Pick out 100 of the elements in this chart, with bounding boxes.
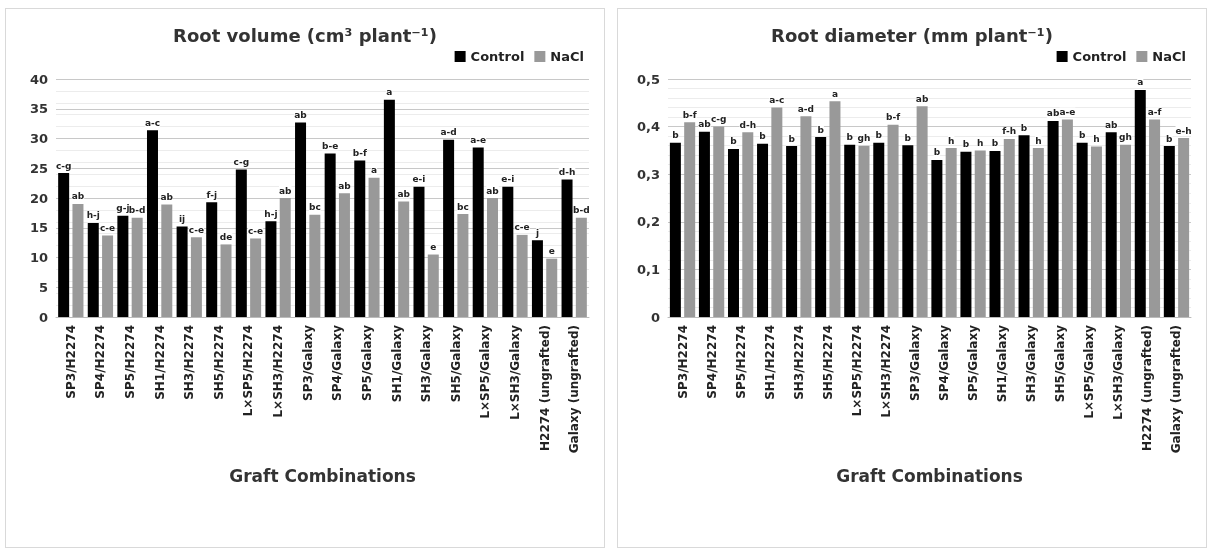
x-tick-label: SH3/H2274 bbox=[182, 325, 197, 400]
legend-label: NaCl bbox=[1152, 49, 1187, 64]
y-tick-label: 30 bbox=[29, 131, 48, 146]
legend-label: Control bbox=[470, 49, 525, 64]
bar bbox=[472, 147, 484, 317]
bar bbox=[1047, 120, 1059, 317]
data-label: h bbox=[947, 135, 955, 146]
bar bbox=[443, 139, 455, 317]
x-tick-label: SP3/Galaxy bbox=[907, 324, 922, 401]
legend-label: NaCl bbox=[550, 49, 585, 64]
bar bbox=[398, 201, 410, 317]
x-tick-label: H2274 (ungrafted) bbox=[1140, 325, 1155, 451]
bar bbox=[516, 234, 528, 317]
x-tick-label: SH3/Galaxy bbox=[1024, 324, 1039, 403]
bar bbox=[206, 202, 218, 317]
chart-title: Root volume (cm³ plant⁻¹) bbox=[173, 24, 437, 46]
data-label: ab bbox=[915, 93, 929, 104]
bar bbox=[131, 217, 143, 317]
bar bbox=[1061, 119, 1073, 317]
x-tick-label: SP4/Galaxy bbox=[937, 324, 952, 401]
bar bbox=[190, 237, 202, 317]
data-label: b bbox=[788, 133, 796, 144]
bar bbox=[502, 186, 514, 317]
data-label: b bbox=[759, 131, 767, 142]
y-tick-label: 35 bbox=[29, 101, 48, 117]
data-label: a bbox=[371, 165, 378, 176]
bar bbox=[1018, 135, 1030, 317]
bar bbox=[1076, 142, 1088, 317]
y-tick-label: 0,1 bbox=[636, 261, 660, 277]
bar bbox=[887, 124, 899, 317]
x-tick-label: SH3/H2274 bbox=[791, 325, 806, 400]
data-label: a-f bbox=[1147, 106, 1162, 117]
data-label: a-e bbox=[1059, 106, 1076, 117]
data-label: h bbox=[1093, 134, 1100, 145]
data-label: ab bbox=[397, 189, 411, 200]
bar bbox=[117, 215, 129, 317]
bar bbox=[235, 169, 247, 317]
data-label: ij bbox=[179, 214, 186, 225]
data-label: a-c bbox=[144, 117, 161, 128]
y-tick-label: 0 bbox=[650, 309, 660, 325]
x-tick-label: L×SP5/H2274 bbox=[241, 325, 256, 417]
bar bbox=[1105, 132, 1117, 317]
data-label: b-f bbox=[352, 148, 367, 159]
bar bbox=[960, 151, 972, 317]
data-label: b bbox=[904, 132, 912, 143]
bar bbox=[87, 222, 99, 317]
x-tick-label: SP3/H2274 bbox=[675, 325, 690, 399]
data-label: c-g bbox=[710, 114, 727, 125]
bar bbox=[324, 153, 336, 317]
data-label: h-j bbox=[86, 210, 100, 221]
data-label: ab bbox=[294, 109, 308, 120]
data-label: c-g bbox=[55, 160, 72, 171]
x-tick-label: H2274 (ungrafted) bbox=[537, 325, 552, 451]
data-label: a-e bbox=[470, 134, 487, 145]
y-tick-label: 20 bbox=[29, 190, 48, 206]
bar bbox=[931, 159, 943, 317]
data-label: ab bbox=[1104, 119, 1119, 130]
data-label: b bbox=[1166, 133, 1174, 144]
bar bbox=[698, 131, 710, 317]
bar bbox=[338, 193, 350, 317]
bar bbox=[1032, 148, 1044, 317]
bar bbox=[1090, 146, 1102, 317]
data-label: f-j bbox=[206, 189, 217, 200]
bar bbox=[427, 254, 439, 317]
x-tick-label: L×SP5/H2274 bbox=[849, 325, 864, 417]
data-label: c-e bbox=[248, 225, 264, 236]
x-tick-label: L×SH3/H2274 bbox=[878, 325, 893, 418]
data-label: b bbox=[672, 130, 680, 141]
y-tick-label: 5 bbox=[38, 279, 48, 295]
x-tick-label: SH1/H2274 bbox=[152, 325, 167, 400]
bar bbox=[146, 130, 158, 317]
bar bbox=[757, 143, 769, 317]
data-label: b bbox=[991, 138, 999, 149]
x-tick-label: Galaxy (ungrafted) bbox=[567, 325, 582, 454]
data-label: c-e bbox=[188, 224, 204, 235]
data-label: a-d bbox=[440, 127, 457, 138]
bar bbox=[771, 107, 783, 317]
x-tick-label: L×SP5/Galaxy bbox=[1082, 324, 1097, 419]
data-label: e-i bbox=[412, 174, 426, 185]
data-label: f-h bbox=[1002, 126, 1017, 137]
data-label: b-f bbox=[886, 112, 901, 123]
bar bbox=[815, 137, 827, 317]
y-tick-label: 10 bbox=[29, 250, 48, 265]
y-tick-label: 0,4 bbox=[636, 119, 660, 135]
data-label: ab bbox=[1046, 108, 1060, 119]
data-label: d-h bbox=[739, 119, 757, 130]
bar bbox=[457, 214, 469, 317]
bar bbox=[1178, 138, 1190, 317]
data-label: b-f bbox=[682, 109, 697, 120]
bar bbox=[800, 116, 812, 317]
y-tick-label: 0,5 bbox=[636, 71, 660, 87]
bar bbox=[684, 122, 696, 317]
bar bbox=[1163, 146, 1175, 317]
data-label: b-e bbox=[322, 140, 339, 151]
x-tick-label: SP4/H2274 bbox=[704, 325, 719, 399]
bar bbox=[546, 258, 558, 317]
bar bbox=[713, 126, 725, 317]
data-label: gh bbox=[857, 133, 871, 144]
bar bbox=[1120, 144, 1132, 317]
data-label: b bbox=[875, 130, 883, 141]
